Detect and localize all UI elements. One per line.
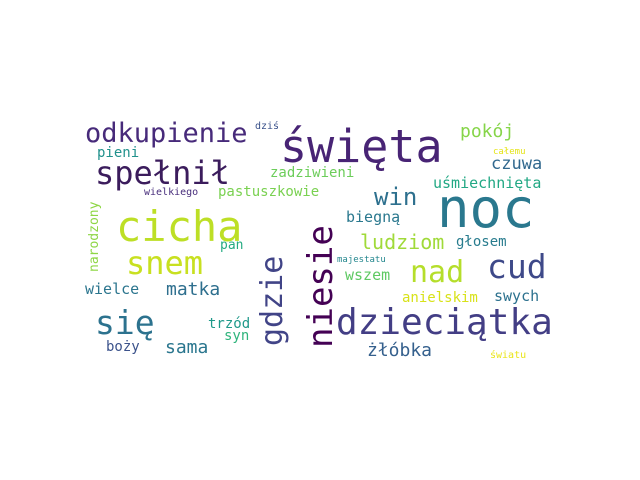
word-zlobka: żłóbka bbox=[367, 340, 433, 361]
word-niesie: niesie bbox=[301, 225, 341, 348]
word-cud: cud bbox=[487, 247, 547, 286]
word-nad: nad bbox=[410, 255, 465, 290]
word-noc: noc bbox=[437, 177, 535, 240]
word-calemu: całemu bbox=[493, 147, 526, 157]
word-wielce: wielce bbox=[85, 280, 140, 298]
word-wszem: wszem bbox=[345, 266, 391, 284]
word-majestatu: majestatu bbox=[337, 255, 386, 265]
word-snem: snem bbox=[126, 244, 204, 282]
word-swiatu: światu bbox=[490, 350, 527, 361]
word-cicha: cicha bbox=[116, 202, 243, 251]
word-win: win bbox=[374, 183, 418, 211]
word-zadziwieni: zadziwieni bbox=[270, 165, 355, 181]
word-sama: sama bbox=[165, 337, 209, 358]
word-anielskim: anielskim bbox=[402, 290, 478, 306]
word-glosem: głosem bbox=[456, 234, 507, 250]
word-usmiechnieta: uśmiechnięta bbox=[433, 174, 542, 192]
word-sie: się bbox=[95, 303, 155, 342]
word-dzis: dziś bbox=[255, 121, 280, 132]
word-trzod: trzód bbox=[208, 316, 251, 332]
word-bozy: boży bbox=[106, 339, 140, 355]
word-odkupienie: odkupienie bbox=[85, 118, 248, 149]
word-pieni: pieni bbox=[97, 145, 140, 161]
word-swieta: święta bbox=[280, 120, 443, 173]
word-narodzony: narodzony bbox=[87, 201, 102, 272]
word-syn: syn bbox=[224, 328, 250, 344]
word-matka: matka bbox=[166, 279, 221, 300]
word-swych: swych bbox=[494, 287, 540, 305]
word-pastuszkowie: pastuszkowie bbox=[218, 184, 320, 200]
word-spelnil: spełnił bbox=[95, 154, 230, 192]
word-cloud: noc święta cicha dzieciątka niesie spełn… bbox=[80, 110, 560, 370]
word-czuwa: czuwa bbox=[491, 154, 543, 174]
word-biegna: biegną bbox=[346, 208, 401, 226]
word-pokoj: pokój bbox=[460, 121, 515, 142]
word-gdzie: gdzie bbox=[255, 255, 290, 346]
word-ludziom: ludziom bbox=[360, 230, 445, 254]
word-pan: pan bbox=[220, 238, 244, 253]
word-wielkiego: wielkiego bbox=[144, 187, 199, 198]
word-dzieciatka: dzieciątka bbox=[336, 302, 553, 343]
